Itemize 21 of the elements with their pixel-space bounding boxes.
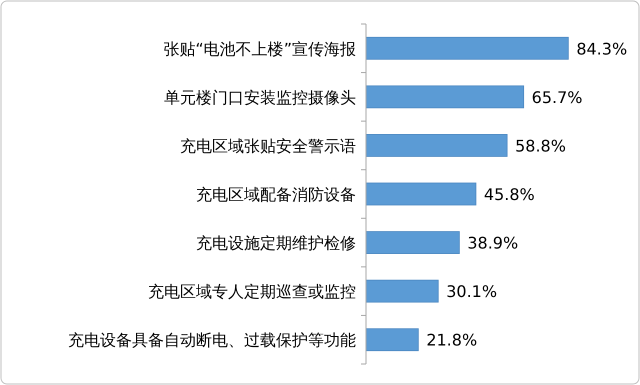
data-label: 21.8% <box>426 330 478 350</box>
data-label: 58.8% <box>515 136 566 156</box>
y-tick-label: 充电区域张贴安全警示语 <box>180 136 356 156</box>
data-label: 30.1% <box>446 282 498 302</box>
bar <box>366 328 419 352</box>
bar <box>366 36 569 60</box>
bar <box>366 231 460 254</box>
data-label: 38.9% <box>467 234 518 253</box>
bar <box>366 280 439 303</box>
y-tick-label: 单元楼门口安装监控摄像头 <box>164 88 356 107</box>
y-tick-label: 充电区域专人定期巡查或监控 <box>148 282 356 302</box>
data-label: 84.3% <box>576 39 628 58</box>
bar <box>366 182 476 206</box>
data-label: 65.7% <box>532 88 583 107</box>
y-tick-label: 充电设施定期维护检修 <box>196 234 356 253</box>
data-label: 45.8% <box>484 185 535 204</box>
bar <box>366 85 524 108</box>
y-tick-label: 充电设备具备自动断电、过载保护等功能 <box>68 330 356 350</box>
bar <box>366 134 508 157</box>
y-tick-label: 张贴“电池不上楼”宣传海报 <box>163 39 356 58</box>
y-tick-label: 充电区域配备消防设备 <box>196 185 356 204</box>
